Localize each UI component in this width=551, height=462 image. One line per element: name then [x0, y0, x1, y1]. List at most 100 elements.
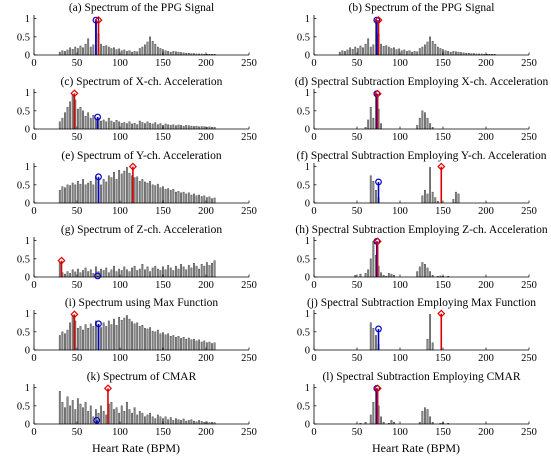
- x-tick-label: 200: [478, 206, 494, 217]
- spectrum-bar: [66, 396, 69, 425]
- spectrum-bar: [372, 241, 375, 278]
- spectrum-bar: [187, 337, 190, 351]
- spectrum-bar: [156, 414, 159, 425]
- spectrum-bar: [118, 317, 121, 351]
- spectrum-bar: [74, 184, 77, 204]
- subplot-l: (l) Spectral Subtraction Employing CMAR 0…: [297, 371, 537, 438]
- spectrum-bar: [380, 416, 382, 425]
- spectrum-bar: [146, 182, 149, 204]
- y-tick-label: 0.5: [17, 32, 30, 43]
- estimated-hr-marker: [128, 162, 137, 171]
- spectrum-bar: [369, 46, 372, 56]
- spectrum-bar: [356, 48, 359, 56]
- spectrum-bar: [125, 401, 128, 425]
- spectrum-bar: [61, 50, 64, 56]
- spectrum-bar: [426, 267, 429, 278]
- spectrum-bar: [159, 333, 162, 351]
- y-tick-label: 0: [305, 346, 310, 357]
- spectrum-bar: [185, 420, 188, 425]
- spectrum-bar: [156, 268, 159, 278]
- spectrum-bar: [118, 268, 121, 278]
- estimated-hr-marker: [437, 162, 446, 171]
- spectrum-bar: [454, 191, 457, 204]
- spectrum-bar: [185, 193, 188, 204]
- spectrum-bar: [100, 43, 102, 56]
- spectrum-bar: [429, 314, 432, 351]
- spectrum-bar: [61, 331, 64, 351]
- spectrum-bar: [154, 43, 157, 56]
- y-tick-label: 1: [305, 236, 310, 247]
- spectrum-bar: [138, 268, 141, 278]
- spectrum-bar: [418, 48, 421, 56]
- spectrum-bar: [79, 183, 82, 204]
- y-tick-label: 1: [25, 88, 30, 99]
- y-tick-label: 0.5: [17, 327, 30, 338]
- spectrum-bar: [115, 49, 118, 56]
- spectrum-bar: [354, 46, 357, 56]
- x-tick-label: 50: [352, 58, 363, 69]
- spectrum-bar: [66, 184, 69, 204]
- spectrum-bar: [125, 51, 128, 56]
- x-tick-label: 0: [311, 280, 316, 291]
- spectrum-bar: [82, 407, 84, 425]
- spectrum-bar: [367, 38, 370, 56]
- spectrum-bar: [341, 50, 344, 56]
- spectrum-bar: [131, 123, 133, 130]
- spectrum-bar: [107, 272, 110, 278]
- y-tick-label: 1: [25, 162, 30, 173]
- y-tick-label: 0: [25, 125, 30, 136]
- spectrum-bar: [190, 267, 193, 278]
- spectrum-bar: [169, 267, 172, 278]
- spectrum-bar: [195, 265, 198, 278]
- x-tick-label: 0: [311, 132, 316, 143]
- spectrum-bar: [118, 121, 121, 130]
- spectrum-bar: [136, 270, 139, 278]
- spectrum-bar: [382, 46, 385, 56]
- spectrum-bar: [110, 48, 113, 56]
- spectrum-bar: [390, 48, 393, 56]
- spectrum-bar: [79, 272, 82, 278]
- spectrum-bar: [92, 114, 95, 130]
- spectrum-bar: [115, 271, 118, 278]
- spectrum-bar: [64, 51, 66, 56]
- spectrum-bar: [138, 411, 141, 425]
- spectrum-bar: [141, 46, 144, 56]
- spectrum-bar: [172, 124, 175, 130]
- true-hr-marker: [94, 272, 102, 280]
- spectrum-bar: [187, 265, 190, 278]
- spectrum-bar: [76, 398, 79, 425]
- y-tick-label: 0: [25, 273, 30, 284]
- spectrum-bar: [213, 342, 216, 351]
- spectrum-bar: [180, 264, 182, 278]
- spectrum-bar: [187, 192, 190, 204]
- spectrum-bar: [144, 269, 146, 278]
- spectrum-bar: [151, 330, 154, 351]
- y-tick-label: 0.5: [17, 254, 30, 265]
- spectrum-bar: [113, 409, 115, 425]
- x-tick-label: 150: [155, 427, 171, 438]
- spectrum-bar: [426, 409, 429, 425]
- spectrum-bar: [182, 191, 185, 204]
- spectrum-bar: [156, 124, 159, 130]
- x-tick-label: 150: [435, 206, 451, 217]
- x-tick-label: 250: [521, 280, 537, 291]
- x-tick-label: 0: [31, 280, 36, 291]
- spectrum-bar: [426, 41, 429, 56]
- x-tick-label: 50: [72, 206, 83, 217]
- spectrum-bar: [421, 195, 424, 204]
- spectrum-bar: [172, 188, 175, 204]
- spectrum-bar: [87, 271, 90, 278]
- x-tick-label: 150: [155, 353, 171, 364]
- subplot-title: (a) Spectrum of the PPG Signal: [69, 2, 214, 14]
- spectrum-bar: [424, 112, 426, 130]
- estimated-hr-marker: [374, 16, 383, 25]
- spectrum-bar: [136, 51, 139, 56]
- spectrum-bar: [167, 419, 170, 425]
- x-tick-label: 50: [352, 427, 363, 438]
- spectrum-bar: [154, 185, 157, 204]
- spectrum-bar: [58, 391, 61, 425]
- spectrum-bar: [138, 180, 141, 204]
- spectrum-bar: [372, 44, 375, 56]
- spectrum-bar: [457, 51, 460, 56]
